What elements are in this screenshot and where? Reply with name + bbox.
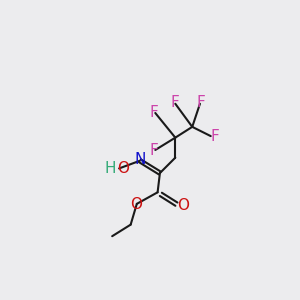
Text: F: F xyxy=(196,95,205,110)
Text: F: F xyxy=(149,143,158,158)
Text: H: H xyxy=(104,161,116,176)
Text: O: O xyxy=(177,198,189,213)
Text: F: F xyxy=(210,129,219,144)
Text: F: F xyxy=(149,105,158,120)
Text: O: O xyxy=(117,161,129,176)
Text: O: O xyxy=(130,197,142,212)
Text: F: F xyxy=(170,95,179,110)
Text: N: N xyxy=(135,152,146,167)
